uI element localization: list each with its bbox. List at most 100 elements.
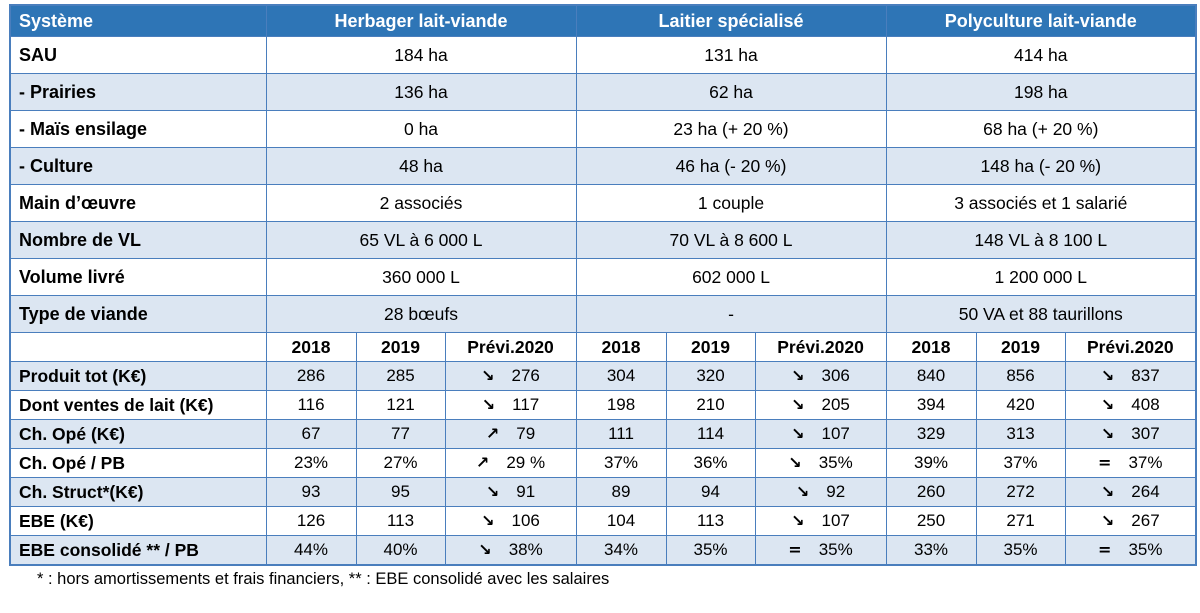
info-cell: 62 ha — [575, 73, 887, 111]
trend-value-group: ↘ 267 — [1101, 511, 1160, 531]
header-group-herbager: Herbager lait-viande — [265, 4, 577, 37]
forecast-value: 267 — [1131, 511, 1160, 530]
year-header-cell: 2019 — [975, 332, 1066, 362]
value-cell: 39% — [885, 448, 977, 478]
info-cell: 46 ha (- 20 %) — [575, 147, 887, 185]
financial-row: Ch. Opé / PB 23% 27% ↗ 29 % 37% 36% ↘ 35% 39% 37% =… — [9, 448, 1197, 478]
value-cell: 126 — [265, 506, 357, 536]
forecast-cell: ↘ 107 — [754, 506, 887, 536]
forecast-cell: ↘ 107 — [754, 419, 887, 449]
value-cell: 27% — [355, 448, 446, 478]
info-section: SAU 184 ha 131 ha 414 ha - Prairies 136 ha 62 … — [9, 36, 1197, 333]
trend-value-group: ↘ 837 — [1101, 366, 1160, 386]
info-cell: - — [575, 295, 887, 333]
forecast-value: 205 — [821, 395, 850, 414]
value-cell: 320 — [665, 361, 756, 391]
financial-row: Ch. Struct*(K€) 93 95 ↘ 91 89 94 ↘ 92 260 272 ↘ 264 — [9, 477, 1197, 507]
trend-down-icon: ↘ — [481, 511, 495, 530]
info-row: - Prairies 136 ha 62 ha 198 ha — [9, 73, 1197, 111]
financial-row: Ch. Opé (K€) 67 77 ↗ 79 111 114 ↘ 107 329 313 ↘ 307 — [9, 419, 1197, 449]
forecast-cell: ↗ 79 — [444, 419, 577, 449]
trend-down-icon: ↘ — [795, 482, 810, 501]
year-header-cell: 2018 — [575, 332, 667, 362]
forecast-value: 29 % — [506, 453, 546, 472]
row-label: Ch. Struct*(K€) — [9, 477, 267, 507]
forecast-value: 107 — [821, 424, 850, 443]
value-cell: 394 — [885, 390, 977, 420]
forecast-cell: ↘ 267 — [1064, 506, 1197, 536]
info-cell: 70 VL à 8 600 L — [575, 221, 887, 259]
forecast-value: 117 — [512, 395, 540, 414]
info-cell: 148 VL à 8 100 L — [885, 221, 1197, 259]
forecast-cell: ↘ 38% — [444, 535, 577, 566]
value-cell: 198 — [575, 390, 667, 420]
value-cell: 94 — [665, 477, 756, 507]
info-row: Type de viande 28 bœufs -50 VA et 88 tauri… — [9, 295, 1197, 333]
year-header-cell: Prévi.2020 — [1064, 332, 1197, 362]
info-cell: 184 ha — [265, 36, 577, 74]
forecast-value: 79 — [516, 424, 536, 443]
year-header-cell: 2019 — [665, 332, 756, 362]
value-cell: 116 — [265, 390, 357, 420]
value-cell: 67 — [265, 419, 357, 449]
trend-value-group: ↘ 107 — [791, 424, 850, 444]
table-header-row: Système Herbager lait-viande Laitier spé… — [9, 4, 1197, 37]
trend-value-group: = 35% — [1098, 540, 1162, 560]
forecast-cell: ↘ 837 — [1064, 361, 1197, 391]
header-systeme: Système — [9, 4, 267, 37]
value-cell: 89 — [575, 477, 667, 507]
year-header-cell: Prévi.2020 — [754, 332, 887, 362]
value-cell: 271 — [975, 506, 1066, 536]
year-header-cell: 2019 — [355, 332, 446, 362]
value-cell: 37% — [975, 448, 1066, 478]
trend-down-icon: ↘ — [478, 540, 492, 559]
info-cell: 2 associés — [265, 184, 577, 222]
info-cell: 198 ha — [885, 73, 1197, 111]
trend-value-group: ↗ 79 — [486, 424, 535, 444]
info-cell: 68 ha (+ 20 %) — [885, 110, 1197, 148]
value-cell: 44% — [265, 535, 357, 566]
row-label: Ch. Opé / PB — [9, 448, 267, 478]
row-label: - Prairies — [9, 73, 267, 111]
trend-value-group: ↘ 91 — [486, 482, 535, 502]
info-row: SAU 184 ha 131 ha 414 ha — [9, 36, 1197, 74]
trend-down-icon: ↘ — [791, 366, 805, 385]
forecast-value: 91 — [516, 482, 536, 501]
trend-down-icon: ↘ — [1100, 366, 1115, 385]
row-label: EBE consolidé ** / PB — [9, 535, 267, 566]
info-row: - Maïs ensilage 0 ha 23 ha (+ 20 %) 68 ha (… — [9, 110, 1197, 148]
forecast-value: 107 — [821, 511, 850, 530]
trend-value-group: ↘ 264 — [1101, 482, 1160, 502]
trend-value-group: ↘ 106 — [481, 511, 540, 531]
row-label: - Culture — [9, 147, 267, 185]
info-cell: 23 ha (+ 20 %) — [575, 110, 887, 148]
forecast-value: 264 — [1131, 482, 1160, 501]
trend-value-group: = 37% — [1098, 453, 1162, 473]
trend-equal-icon: = — [1098, 453, 1112, 472]
financial-row: Dont ventes de lait (K€) 116 121 ↘ 117 198 210… — [9, 390, 1197, 420]
forecast-value: 306 — [821, 366, 850, 385]
forecast-cell: = 35% — [1064, 535, 1197, 566]
value-cell: 104 — [575, 506, 667, 536]
value-cell: 113 — [355, 506, 446, 536]
trend-down-icon: ↘ — [485, 482, 500, 501]
value-cell: 34% — [575, 535, 667, 566]
trend-value-group: = 35% — [788, 540, 852, 560]
document-page: Système Herbager lait-viande Laitier spé… — [9, 4, 1198, 588]
value-cell: 285 — [355, 361, 446, 391]
value-cell: 114 — [665, 419, 756, 449]
row-label: Main d’œuvre — [9, 184, 267, 222]
info-cell: 28 bœufs — [265, 295, 577, 333]
value-cell: 36% — [665, 448, 756, 478]
value-cell: 272 — [975, 477, 1066, 507]
trend-down-icon: ↘ — [1100, 511, 1115, 530]
trend-up-icon: ↗ — [475, 453, 490, 472]
forecast-cell: ↘ 91 — [444, 477, 577, 507]
row-label: Dont ventes de lait (K€) — [9, 390, 267, 420]
header-group-polyculture: Polyculture lait-viande — [885, 4, 1197, 37]
info-cell: 3 associés et 1 salarié — [885, 184, 1197, 222]
trend-value-group: ↘ 117 — [482, 395, 540, 415]
row-label: Produit tot (K€) — [9, 361, 267, 391]
trend-value-group: ↘ 92 — [796, 482, 845, 502]
